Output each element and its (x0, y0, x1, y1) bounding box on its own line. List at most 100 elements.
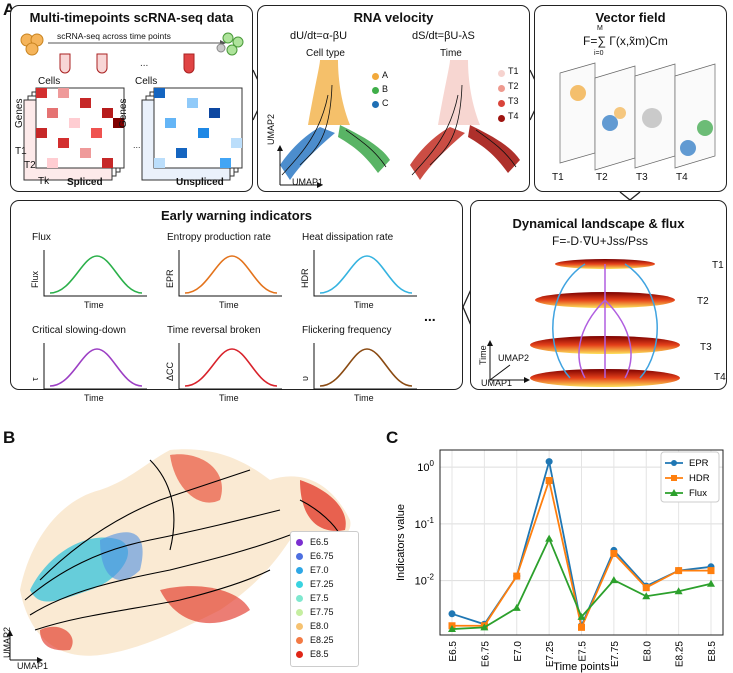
indicator-title: Flickering frequency (302, 325, 392, 336)
data-point-epr (448, 610, 456, 618)
legend-label-c: C (382, 98, 389, 108)
legend-dot-a (372, 73, 379, 80)
legend-label-hdr: HDR (689, 473, 710, 484)
umap1-label-velocity: UMAP1 (292, 177, 324, 187)
x-tick-label: E7.0 (513, 641, 524, 662)
stream-lines (24, 459, 341, 631)
umap-legend-label: E7.75 (310, 607, 334, 617)
x-tick-label: E8.5 (707, 641, 718, 662)
cells-label: Cells (38, 76, 61, 87)
x-tick-label: E8.0 (642, 641, 653, 662)
spliced-label: Spliced (67, 177, 103, 188)
y-tick-label: 10-2 (415, 573, 435, 588)
vector-field-planes (559, 62, 716, 171)
legend-marker-flux (670, 489, 678, 496)
x-tick-label: E6.5 (448, 641, 459, 662)
velocity-streams (277, 60, 520, 188)
data-point-flux (609, 576, 618, 584)
time-label: Time (440, 48, 462, 59)
x-tick-label: E8.25 (675, 641, 686, 668)
y-axis-label: Indicators value (395, 504, 407, 581)
legend-marker-hdr (671, 475, 677, 481)
indicator-xlabel: Time (354, 393, 374, 403)
vf-t4: T4 (676, 172, 688, 183)
umap-b-x-label: UMAP1 (17, 661, 49, 671)
genes-label: Genes (14, 98, 25, 128)
umap2-label-velocity: UMAP2 (266, 113, 276, 145)
tube-icons: ... (59, 53, 195, 74)
spliced-matrix (23, 87, 125, 181)
x-tick-label: E7.25 (545, 641, 556, 668)
legend-dot-b (372, 87, 379, 94)
indicator-axes (43, 250, 147, 297)
equation-unspliced: dU/dt=α-βU (290, 30, 348, 42)
indicator-title: Heat dissipation rate (302, 232, 394, 243)
umap-legend-dot (296, 553, 303, 560)
umap-legend-dot (296, 581, 303, 588)
indicator-curve (178, 250, 282, 297)
umap-legend-dot (296, 567, 303, 574)
vf-t1: T1 (552, 172, 564, 183)
umap-legend-dot (296, 595, 303, 602)
y-tick-label: 100 (417, 459, 434, 474)
x-tick-label: E6.75 (480, 641, 491, 668)
legend-label-b: B (382, 84, 389, 94)
early-warning-ellipsis: ... (424, 308, 436, 324)
indicator-line (319, 255, 413, 294)
vf-t3: T3 (636, 172, 648, 183)
indicator-ylabel: υ (300, 376, 310, 381)
panel-scrnaseq-title: Multi-timepoints scRNA-seq data (29, 10, 234, 25)
indicator-axes (313, 250, 417, 297)
landscape-umap2: UMAP2 (498, 353, 530, 363)
indicator-axes (178, 343, 282, 390)
legend-marker-epr (671, 460, 677, 466)
indicator-line (49, 348, 143, 387)
indicator-ylabel: Flux (30, 270, 40, 288)
cells-label-2: Cells (135, 76, 158, 87)
legend-label-flux: Flux (689, 488, 707, 499)
plane-t4 (674, 63, 716, 169)
time-stream-plot (410, 60, 520, 180)
umap-legend-dot (296, 651, 303, 658)
plane-t2 (594, 65, 636, 171)
data-point-hdr (675, 567, 683, 575)
vector-field-equation: F=∑ Γ(x,x̃m)Cm (583, 34, 668, 48)
legend-label-t3: T3 (508, 96, 519, 106)
data-point-flux (512, 603, 521, 611)
legend-label-epr: EPR (689, 458, 709, 469)
t1-label: T1 (15, 146, 27, 157)
umap-legend-label: E8.5 (310, 649, 329, 659)
indicator-xlabel: Time (84, 300, 104, 310)
landscape-t4: T4 (714, 372, 726, 383)
umap-legend-label: E7.0 (310, 565, 329, 575)
indicator-line (49, 255, 143, 294)
umap-stream-plot (7, 449, 351, 663)
data-point-hdr (545, 477, 553, 485)
umap-legend-dot (296, 539, 303, 546)
legend-dot-t2 (498, 85, 505, 92)
legend-label-a: A (382, 70, 389, 80)
cell-cluster-icon (20, 33, 44, 56)
genes-label-2: Genes (118, 98, 129, 128)
data-point-hdr (610, 550, 618, 558)
indicator-title: Entropy production rate (167, 232, 271, 243)
data-point-hdr (578, 623, 585, 631)
umap-b-y-label: UMAP2 (2, 626, 12, 658)
plot-frame (439, 449, 724, 636)
indicator-title: Critical slowing-down (32, 325, 126, 336)
indicator-title: Flux (32, 232, 51, 243)
indicator-xlabel: Time (219, 393, 239, 403)
celltype-stream-plot (280, 60, 390, 180)
landscape-time-axis: Time (478, 345, 488, 365)
data-point-flux (577, 612, 586, 620)
umap-legend-dot (296, 609, 303, 616)
indicator-xlabel: Time (84, 393, 104, 403)
legend-dot-t3 (498, 100, 505, 107)
landscape-t1: T1 (712, 260, 724, 271)
indicator-curve (313, 250, 417, 297)
data-point-hdr (707, 567, 715, 575)
flux-paths (552, 263, 658, 379)
data-point-flux (674, 587, 683, 595)
indicator-ylabel: EPR (165, 269, 175, 288)
scrnaseq-illustration: ... ... (20, 32, 244, 181)
